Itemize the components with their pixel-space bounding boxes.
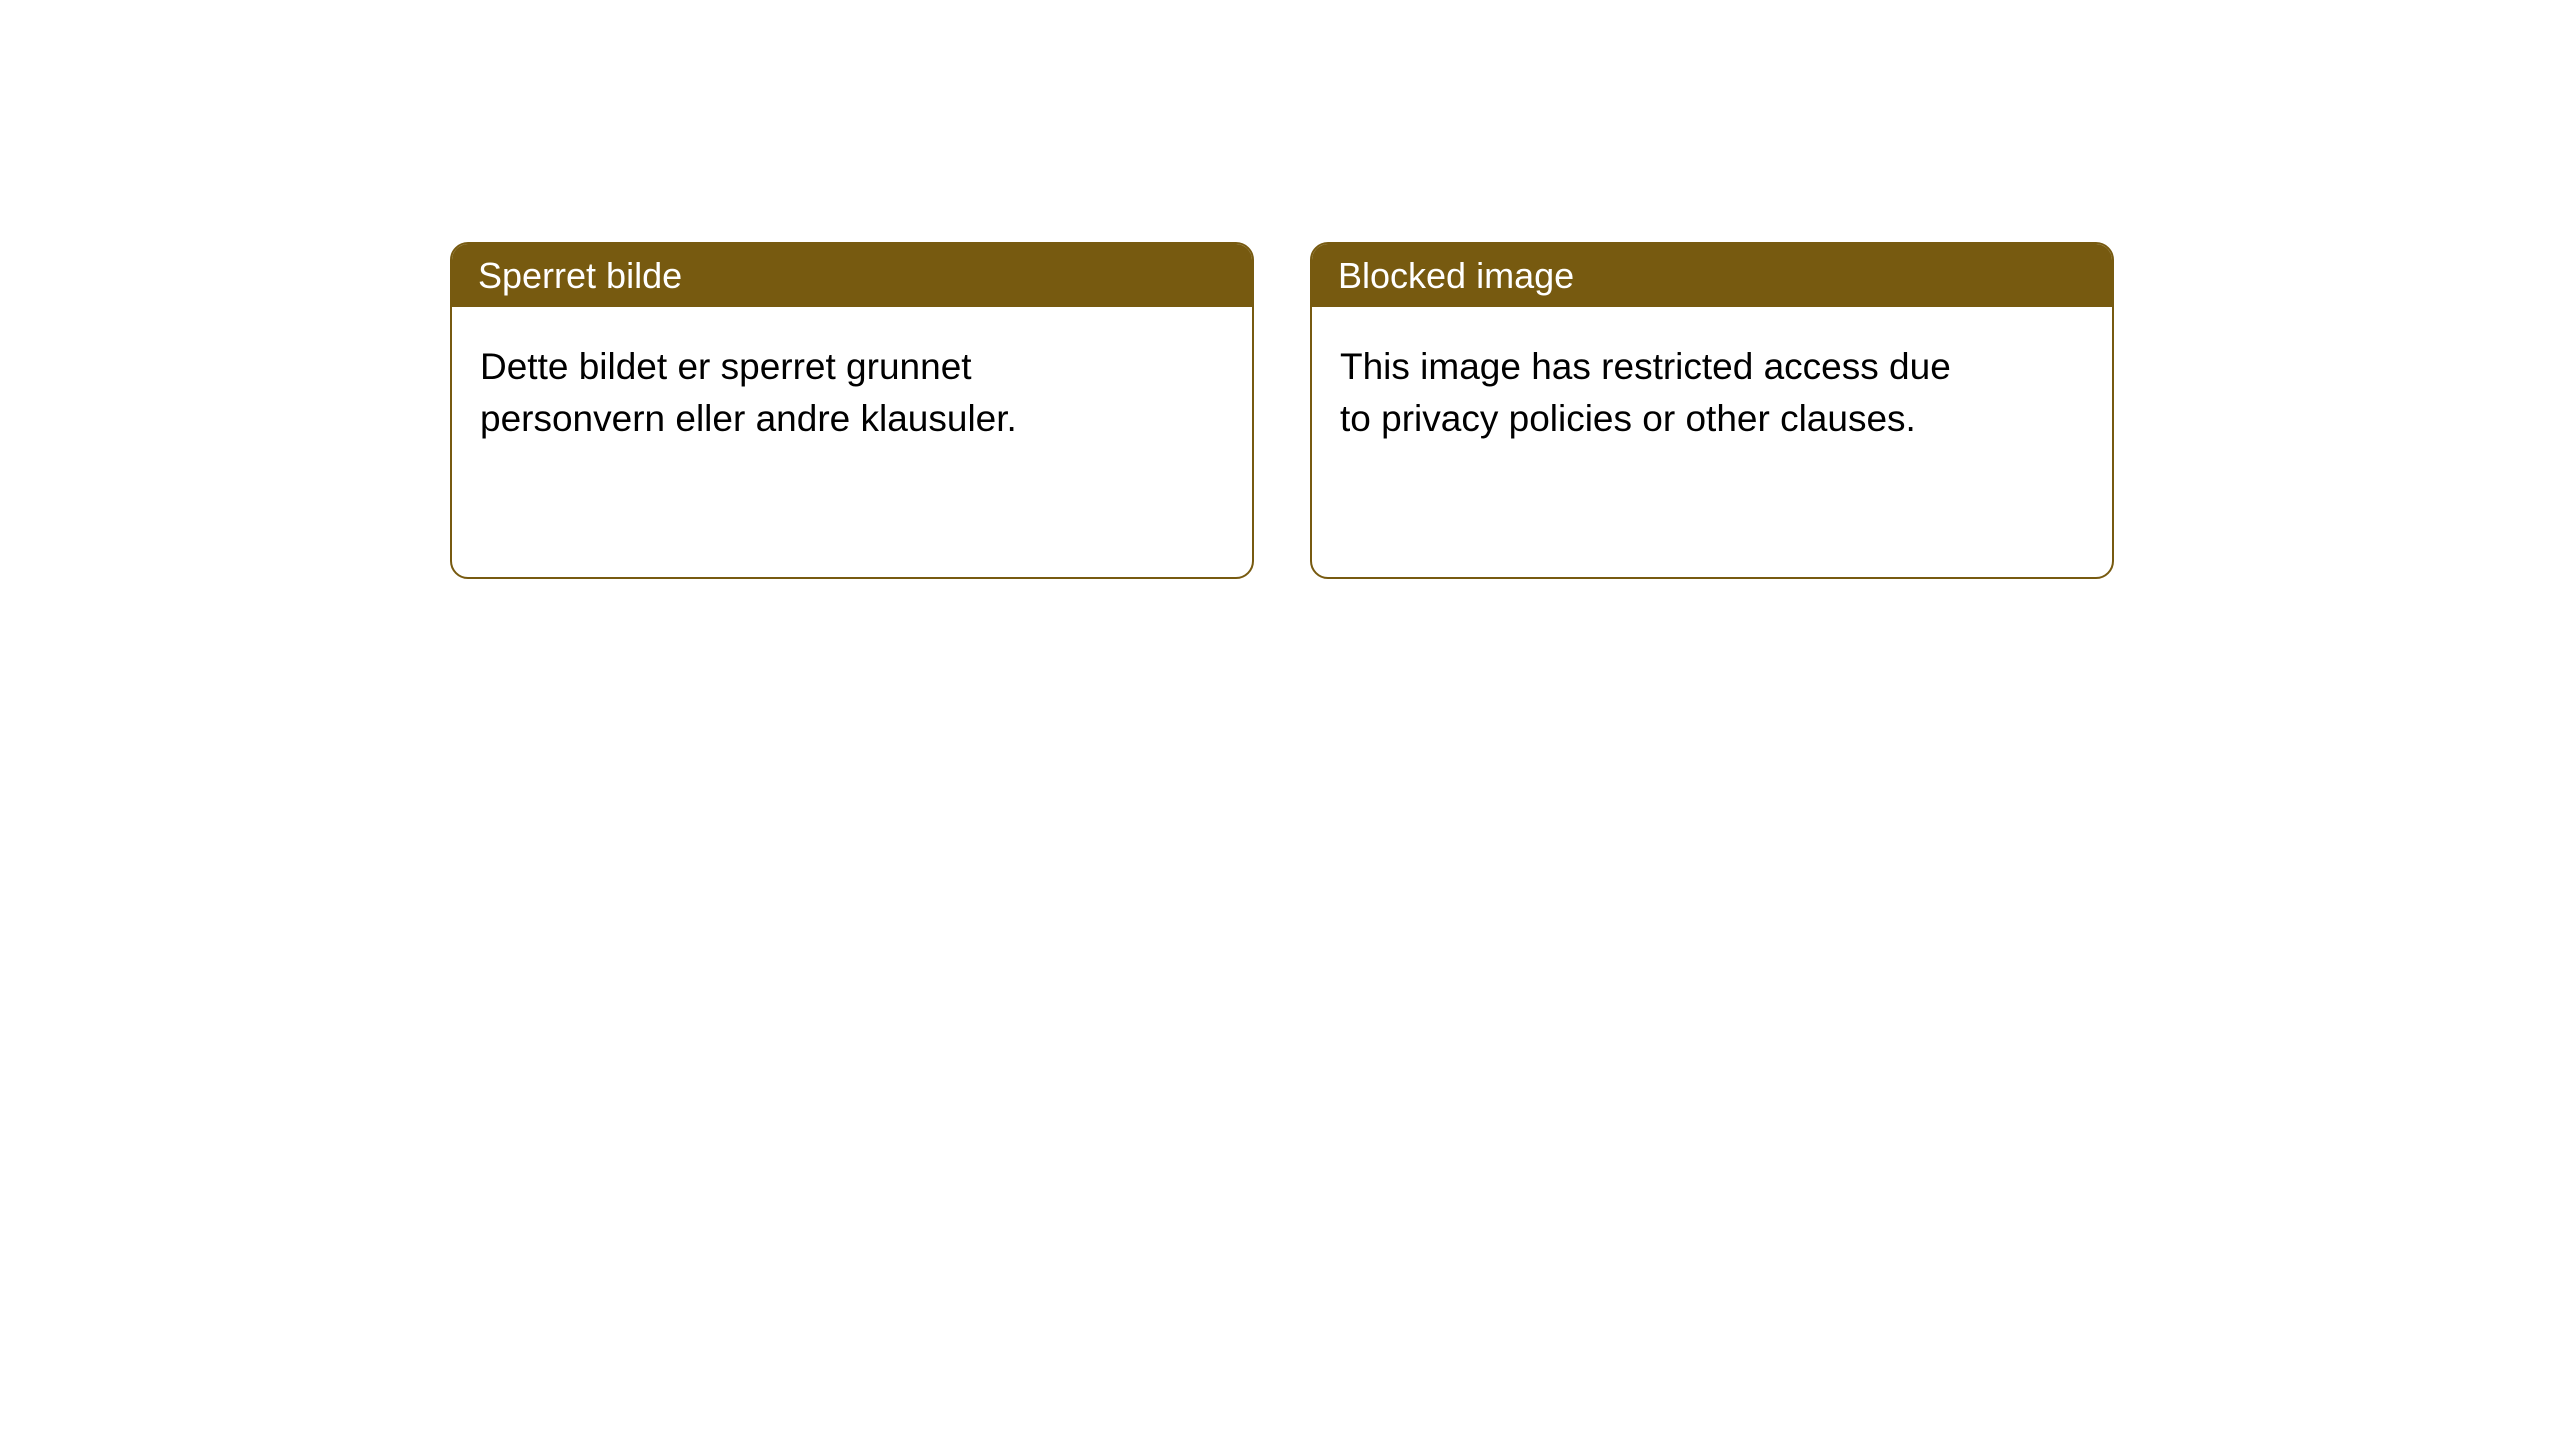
notice-body: This image has restricted access due to … — [1312, 307, 2112, 577]
notice-text: This image has restricted access due to … — [1340, 341, 1980, 445]
notice-card-norwegian: Sperret bilde Dette bildet er sperret gr… — [450, 242, 1254, 579]
notice-header: Blocked image — [1312, 244, 2112, 307]
notice-header: Sperret bilde — [452, 244, 1252, 307]
notice-title: Blocked image — [1338, 255, 1574, 296]
notice-title: Sperret bilde — [478, 255, 682, 296]
notice-card-english: Blocked image This image has restricted … — [1310, 242, 2114, 579]
notice-body: Dette bildet er sperret grunnet personve… — [452, 307, 1252, 577]
notice-text: Dette bildet er sperret grunnet personve… — [480, 341, 1120, 445]
notice-container: Sperret bilde Dette bildet er sperret gr… — [0, 0, 2560, 579]
